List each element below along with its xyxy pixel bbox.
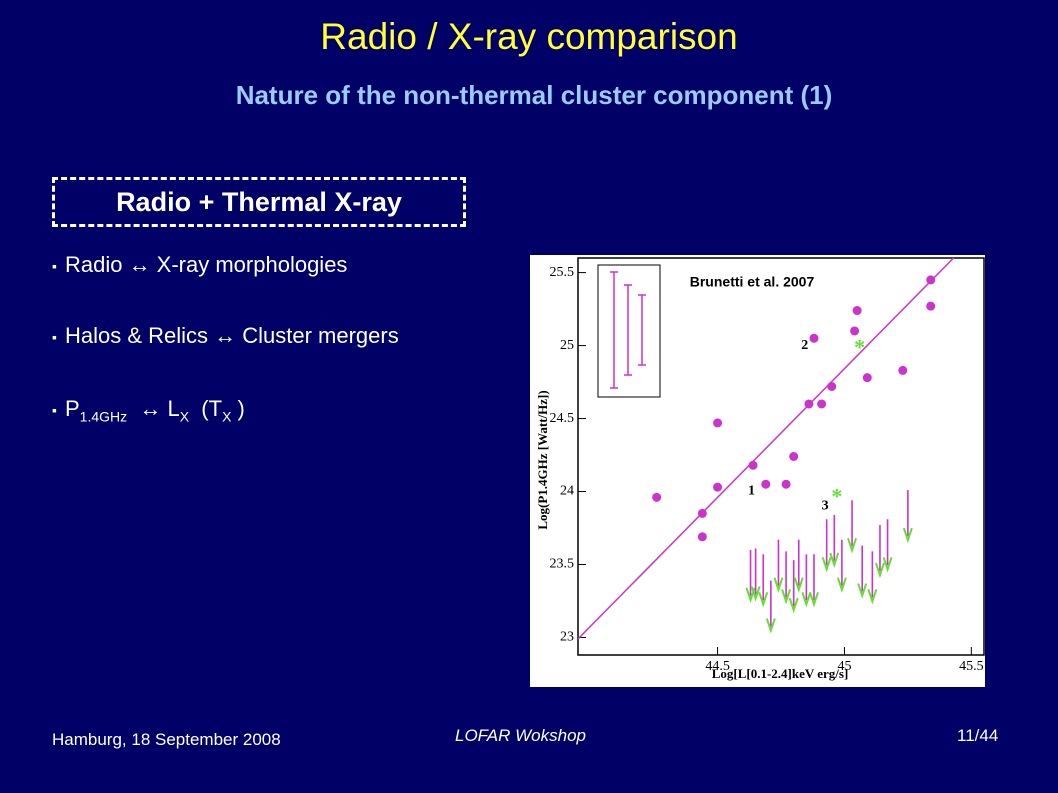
- upper-limit: [801, 554, 812, 608]
- arrow-head: [829, 552, 840, 569]
- footer-center: LOFAR Wokshop: [455, 726, 587, 745]
- x-tick-label: 45: [837, 659, 851, 674]
- chart: Brunetti et al. 2007 Log[L[0.1-2.4]keV e…: [530, 255, 985, 687]
- inset-box: [597, 264, 661, 398]
- text: ↔ L: [139, 396, 180, 421]
- upper-limit: [765, 580, 776, 634]
- y-tick-label: 25: [560, 338, 574, 353]
- footer-left: Hamburg, 18 September 2008: [52, 730, 281, 749]
- arrow-head: [867, 589, 878, 605]
- point: [827, 381, 837, 391]
- y-tick-label: 24: [560, 484, 574, 499]
- point: [713, 482, 723, 492]
- arrow-head: [875, 562, 885, 579]
- upper-limit: [875, 525, 885, 579]
- footer-right: 11/44: [957, 726, 999, 745]
- upper-limit: [793, 539, 804, 593]
- arrow-head: [793, 577, 804, 593]
- y-tick-label: 25.5: [550, 265, 575, 280]
- arrow-head: [773, 577, 784, 593]
- arrow-head: [902, 527, 913, 544]
- x-axis-label: Log[L[0.1-2.4]keV erg/s]: [712, 666, 849, 681]
- point: [789, 452, 799, 461]
- x-tick-label: 45.5: [959, 659, 984, 674]
- upper-limit: [847, 500, 857, 554]
- point: [697, 532, 707, 542]
- plot-background: [530, 255, 985, 687]
- y-tick-label: 23: [560, 630, 574, 645]
- sub: X: [179, 408, 190, 425]
- point: [852, 306, 862, 316]
- point-label: 1: [748, 484, 755, 499]
- upper-limit: [758, 554, 769, 608]
- point: [748, 460, 758, 470]
- point: [926, 275, 936, 285]
- text: ): [237, 396, 245, 421]
- bullet: Halos & Relics ↔ Cluster mergers: [52, 323, 399, 349]
- point: [697, 508, 707, 518]
- annotation: Brunetti et al. 2007: [690, 274, 815, 290]
- inset-error-bars: [610, 271, 646, 389]
- arrow-head: [882, 556, 893, 573]
- arrow-head: [765, 618, 776, 634]
- upper-limit: [773, 539, 784, 593]
- arrow-head: [857, 583, 868, 599]
- point: [781, 479, 791, 489]
- point: *: [831, 483, 842, 508]
- point: [862, 373, 872, 383]
- point: [652, 492, 662, 502]
- y-tick-label: 23.5: [550, 557, 575, 572]
- point: [804, 399, 814, 409]
- point: [817, 399, 827, 409]
- sub: X: [222, 408, 232, 425]
- upper-limit: [882, 519, 893, 573]
- sub: 1.4GHz: [79, 408, 128, 425]
- point: [761, 479, 771, 489]
- bullet: Radio ↔ X-ray morphologies: [52, 252, 347, 278]
- y-axis-label: Log(P1.4GHz [Watt/Hz]): [535, 390, 550, 529]
- subtitle: Nature of the non-thermal cluster compon…: [235, 80, 833, 110]
- point: [850, 326, 860, 336]
- arrow-head: [847, 537, 857, 554]
- bullet: P1.4GHz ↔ LX (TX ): [52, 396, 245, 424]
- text: P: [64, 396, 80, 421]
- point: [926, 301, 936, 311]
- upper-limit: [750, 548, 761, 602]
- point: *: [854, 335, 865, 360]
- arrow-head: [836, 577, 847, 593]
- arrow-head: [788, 597, 799, 614]
- axes-frame: [577, 257, 985, 656]
- upper-limit: [829, 514, 840, 569]
- upper-limit: [788, 560, 799, 614]
- arrow-head: [750, 586, 761, 602]
- upper-limit: [821, 519, 832, 573]
- fit-line: [577, 257, 955, 640]
- point: [713, 418, 723, 428]
- arrow-head: [758, 591, 769, 608]
- upper-limit: [867, 551, 878, 605]
- upper-limit: [836, 539, 847, 593]
- point: [809, 333, 819, 343]
- arrow-head: [781, 589, 792, 605]
- arrow-head: [821, 556, 832, 573]
- upper-limit: [857, 545, 868, 599]
- arrow-head: [801, 591, 812, 608]
- text: (T: [201, 396, 223, 421]
- y-tick-label: 24.5: [550, 411, 575, 426]
- x-tick-label: 44.5: [705, 659, 730, 674]
- upper-limit: [902, 490, 913, 544]
- point: [898, 365, 908, 375]
- box-title: Radio + Thermal X-ray: [52, 177, 466, 227]
- upper-limit: [781, 551, 792, 605]
- title: Radio / X-ray comparison: [320, 16, 738, 57]
- arrow-head: [809, 591, 819, 608]
- point-label: 2: [801, 338, 808, 353]
- point-label: 3: [822, 498, 829, 513]
- upper-limit: [809, 554, 819, 608]
